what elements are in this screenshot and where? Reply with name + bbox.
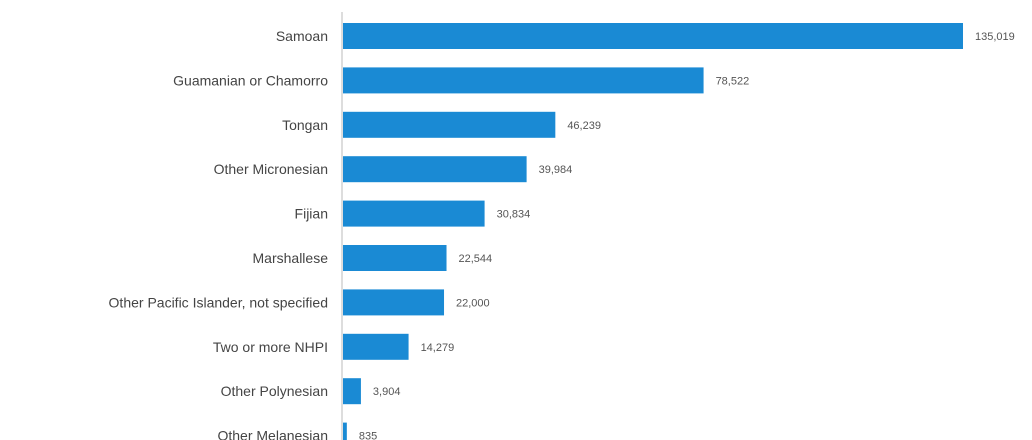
bar-1 <box>343 67 704 94</box>
bar-4 <box>343 200 485 227</box>
bar-8 <box>343 378 361 405</box>
value-label-3: 39,984 <box>539 164 573 176</box>
bar-6 <box>343 289 445 316</box>
category-label-6: Other Pacific Islander, not specified <box>109 294 328 310</box>
category-label-5: Marshallese <box>253 250 329 266</box>
value-label-9: 835 <box>359 431 377 440</box>
value-label-7: 14,279 <box>421 342 455 354</box>
value-label-5: 22,544 <box>459 253 493 265</box>
bar-0 <box>343 23 963 49</box>
bar-5 <box>343 245 447 271</box>
bar-9 <box>343 422 347 440</box>
category-label-8: Other Polynesian <box>221 383 328 399</box>
value-label-4: 30,834 <box>497 209 531 221</box>
category-label-9: Other Melanesian <box>217 428 328 440</box>
value-label-0: 135,019 <box>975 31 1015 43</box>
bar-3 <box>343 156 527 183</box>
bars-group <box>343 23 963 440</box>
category-label-4: Fijian <box>295 206 328 222</box>
value-label-8: 3,904 <box>373 386 401 398</box>
category-label-1: Guamanian or Chamorro <box>173 72 328 88</box>
value-label-1: 78,522 <box>716 75 750 87</box>
category-label-7: Two or more NHPI <box>213 339 328 355</box>
value-label-2: 46,239 <box>567 120 601 132</box>
category-label-3: Other Micronesian <box>214 161 328 177</box>
value-labels-group: 135,019 78,522 46,239 39,984 30,834 22,544 22,… <box>359 31 1015 440</box>
category-labels-group: Samoan Guamanian or Chamorro Tongan Other M… <box>109 28 329 440</box>
category-label-0: Samoan <box>276 28 328 44</box>
bar-7 <box>343 333 409 360</box>
bar-2 <box>343 111 556 138</box>
category-label-2: Tongan <box>282 117 328 133</box>
value-label-6: 22,000 <box>456 297 490 309</box>
